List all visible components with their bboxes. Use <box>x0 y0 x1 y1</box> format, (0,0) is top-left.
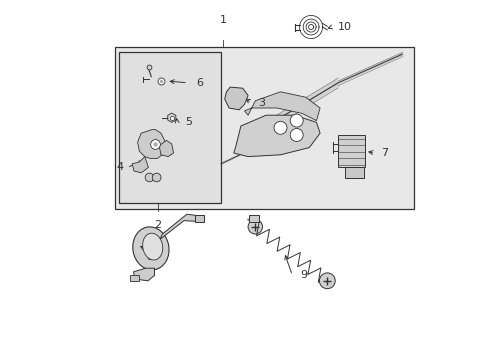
Bar <box>118 52 221 203</box>
Bar <box>337 135 365 167</box>
Circle shape <box>289 129 303 141</box>
Polygon shape <box>224 87 247 110</box>
Circle shape <box>319 273 335 289</box>
Polygon shape <box>160 214 200 239</box>
Bar <box>195 215 203 222</box>
Bar <box>248 215 258 222</box>
Bar <box>130 275 139 281</box>
Ellipse shape <box>133 227 169 270</box>
Bar <box>149 75 166 88</box>
Circle shape <box>273 121 286 134</box>
Ellipse shape <box>142 233 163 260</box>
Circle shape <box>145 173 153 182</box>
Circle shape <box>152 173 161 182</box>
Text: 8: 8 <box>146 252 153 262</box>
Text: 7: 7 <box>381 148 387 158</box>
Circle shape <box>289 114 303 127</box>
Polygon shape <box>132 157 148 173</box>
Text: 4: 4 <box>117 162 123 172</box>
Bar <box>115 47 413 209</box>
Text: 3: 3 <box>258 98 264 108</box>
Text: 2: 2 <box>154 220 162 230</box>
Text: 1: 1 <box>219 15 226 25</box>
Polygon shape <box>233 115 320 157</box>
Polygon shape <box>159 140 173 157</box>
Text: 5: 5 <box>185 117 192 127</box>
Polygon shape <box>133 268 154 281</box>
Polygon shape <box>244 92 320 121</box>
Bar <box>344 167 364 178</box>
Text: 10: 10 <box>337 22 351 32</box>
Polygon shape <box>167 113 176 122</box>
Polygon shape <box>137 130 166 158</box>
Circle shape <box>247 220 262 234</box>
Text: 9: 9 <box>300 270 307 280</box>
Text: 6: 6 <box>196 78 203 88</box>
